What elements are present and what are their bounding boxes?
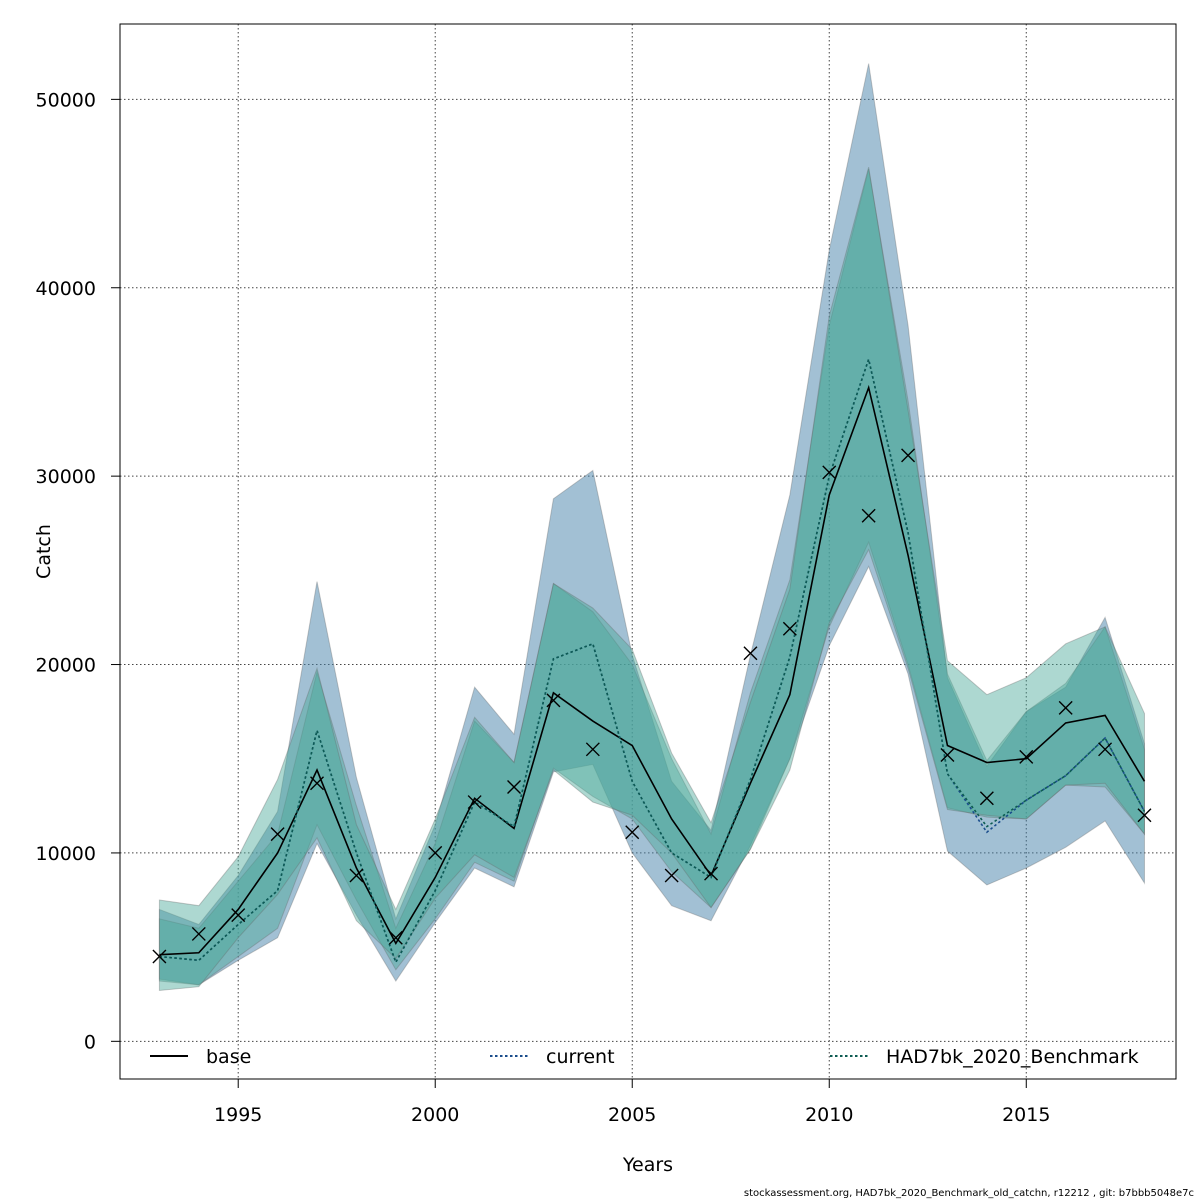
series-line-had7bk-2020-benchmark bbox=[159, 356, 1146, 965]
x-tick-label: 1995 bbox=[214, 1104, 262, 1126]
observed-point bbox=[901, 448, 916, 463]
observed-point bbox=[1019, 749, 1034, 764]
observed-point bbox=[467, 795, 482, 810]
y-tick-label: 30000 bbox=[36, 466, 96, 488]
observed-point bbox=[191, 926, 206, 941]
observed-point bbox=[152, 949, 167, 964]
legend-label-current: current bbox=[546, 1046, 615, 1068]
observed-point bbox=[664, 868, 679, 883]
observed-point bbox=[546, 693, 561, 708]
observed-point bbox=[1098, 742, 1113, 757]
confidence-band-current bbox=[158, 168, 1145, 986]
confidence-bands bbox=[158, 63, 1145, 992]
observed-point bbox=[625, 825, 640, 840]
x-tick-label: 2010 bbox=[805, 1104, 853, 1126]
observed-point bbox=[349, 868, 364, 883]
observed-point bbox=[428, 845, 443, 860]
x-axis: 1995 2000 2005 2010 2015 bbox=[214, 1078, 1050, 1126]
observed-point bbox=[822, 465, 837, 480]
confidence-band-base bbox=[158, 63, 1145, 986]
observed-point bbox=[585, 742, 600, 757]
observed-point bbox=[861, 508, 876, 523]
observed-markers bbox=[152, 448, 1152, 964]
observed-point bbox=[507, 779, 522, 794]
observed-point bbox=[940, 747, 955, 762]
observed-point bbox=[743, 646, 758, 661]
observed-point bbox=[388, 930, 403, 945]
footer-caption: stockassessment.org, HAD7bk_2020_Benchma… bbox=[743, 1188, 1194, 1199]
observed-point bbox=[979, 791, 994, 806]
series-line-base bbox=[159, 384, 1146, 956]
y-tick-label: 50000 bbox=[36, 89, 96, 111]
confidence-band-had7bk-2020-benchmark bbox=[158, 167, 1145, 992]
y-tick-label: 40000 bbox=[36, 278, 96, 300]
legend: base current HAD7bk_2020_Benchmark bbox=[150, 1046, 1139, 1068]
observed-point bbox=[1058, 700, 1073, 715]
legend-label-base: base bbox=[206, 1046, 251, 1068]
x-tick-label: 2005 bbox=[608, 1104, 656, 1126]
x-tick-label: 2015 bbox=[1002, 1104, 1050, 1126]
observed-point bbox=[310, 776, 325, 791]
y-axis-title: Catch bbox=[33, 524, 55, 579]
y-tick-label: 10000 bbox=[36, 843, 96, 865]
observed-point bbox=[1137, 808, 1152, 823]
x-tick-label: 2000 bbox=[411, 1104, 459, 1126]
x-axis-title: Years bbox=[622, 1154, 673, 1176]
series-lines bbox=[159, 356, 1146, 965]
observed-point bbox=[270, 827, 285, 842]
observed-point bbox=[704, 866, 719, 881]
observed-point bbox=[231, 908, 246, 923]
plot-border bbox=[119, 23, 1177, 1080]
observed-point bbox=[782, 621, 797, 636]
legend-label-had7bk-2020-benchmark: HAD7bk_2020_Benchmark bbox=[886, 1046, 1139, 1068]
y-tick-label: 20000 bbox=[36, 655, 96, 677]
y-tick-label: 0 bbox=[84, 1031, 96, 1053]
